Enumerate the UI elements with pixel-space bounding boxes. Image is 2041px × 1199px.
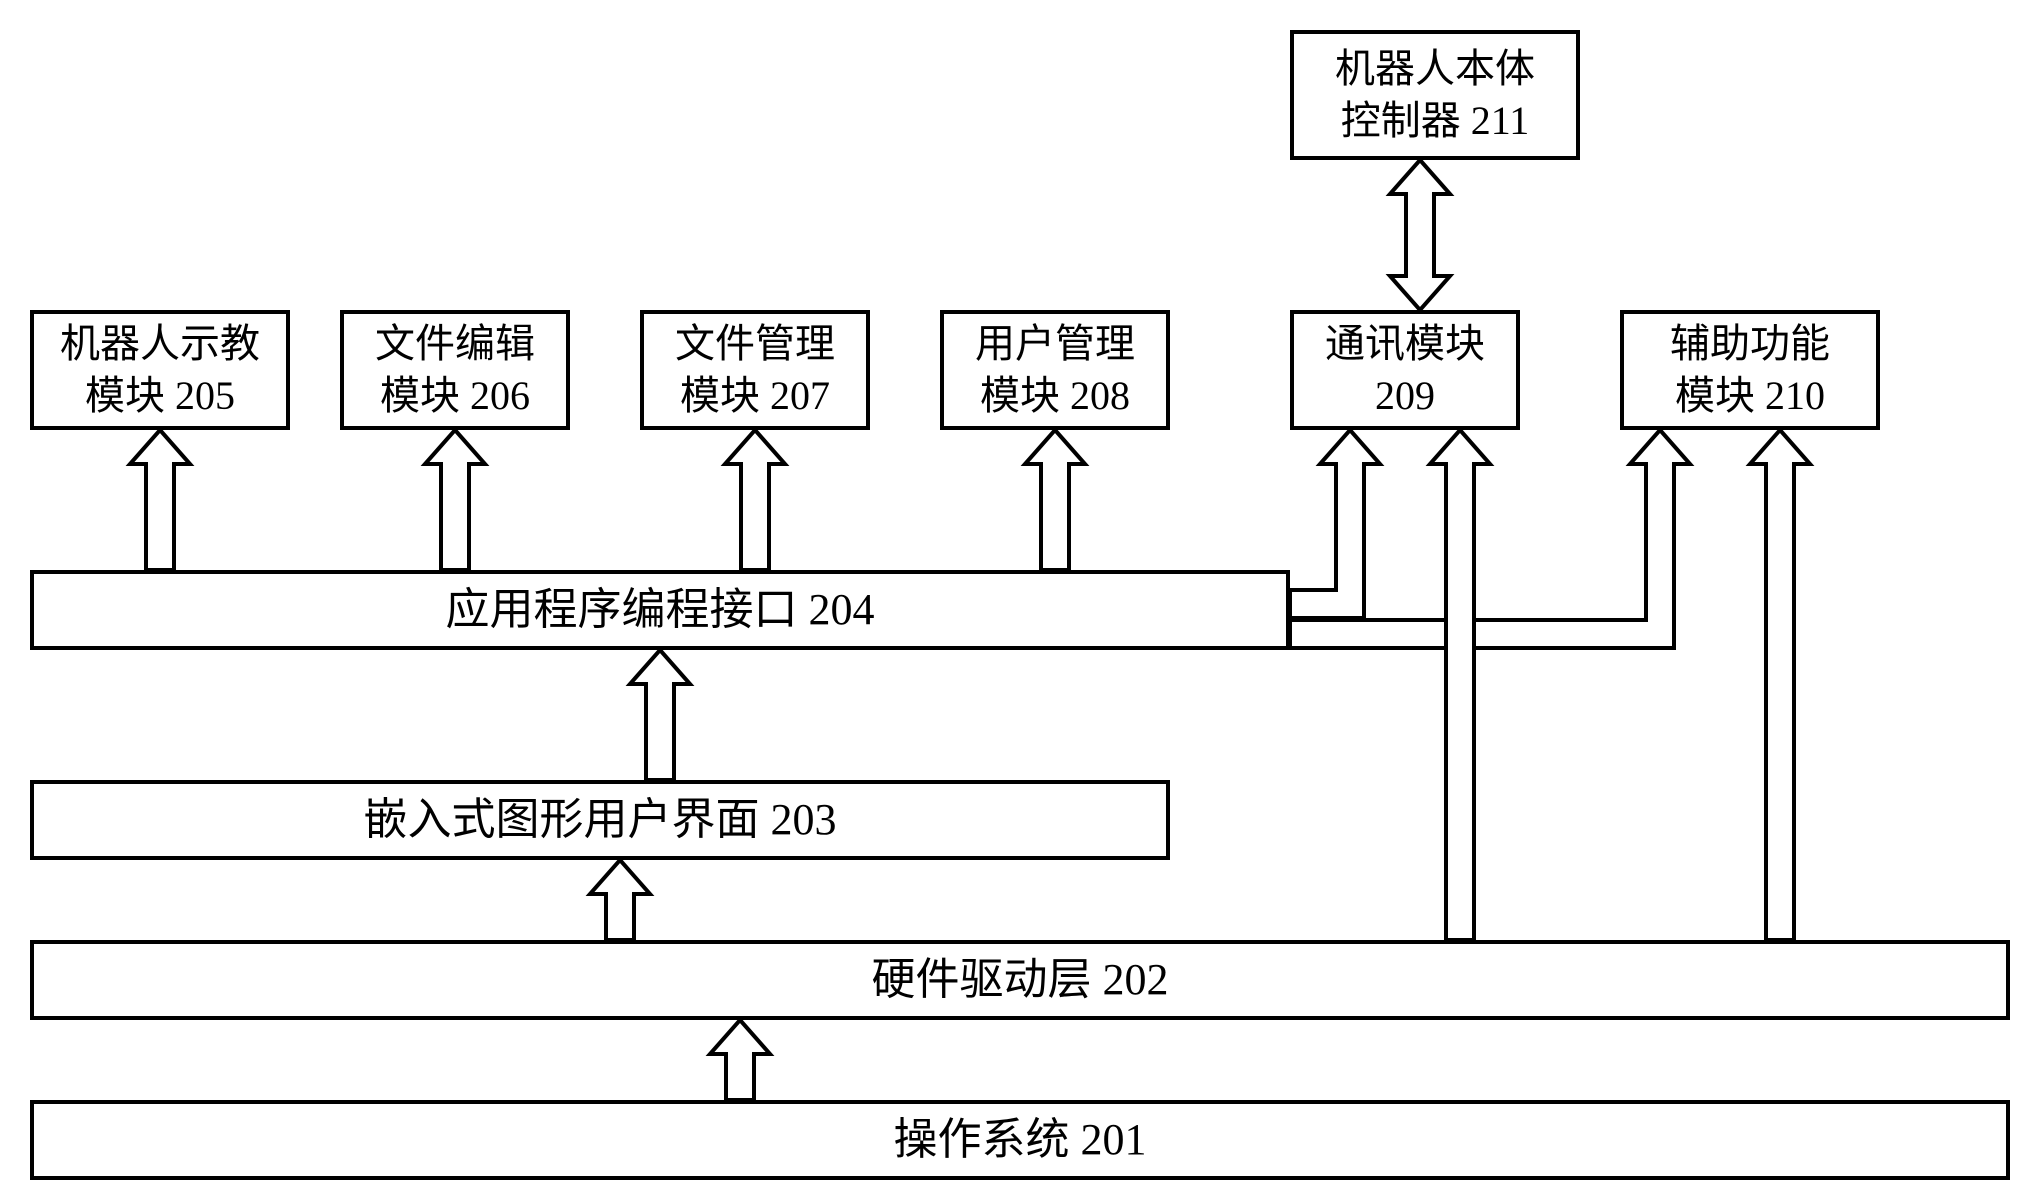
arrow-204-to-206: [415, 430, 495, 570]
arrow-202-to-209: [1420, 430, 1500, 940]
node-label: 通讯模块 209: [1325, 318, 1485, 422]
node-teach-205: 机器人示教 模块 205: [30, 310, 290, 430]
arrow-204-to-205: [120, 430, 200, 570]
arrow-201-to-202: [700, 1020, 780, 1100]
node-hw-driver-202: 硬件驱动层 202: [30, 940, 2010, 1020]
node-comm-209: 通讯模块 209: [1290, 310, 1520, 430]
node-label: 文件编辑 模块 206: [375, 318, 535, 422]
arrow-202-to-210: [1740, 430, 1820, 940]
arrow-204-to-209: [1280, 430, 1400, 650]
node-label: 机器人示教 模块 205: [60, 318, 260, 422]
arrow-209-to-211-bidir: [1380, 160, 1460, 310]
node-gui-203: 嵌入式图形用户界面 203: [30, 780, 1170, 860]
node-api-204: 应用程序编程接口 204: [30, 570, 1290, 650]
arrow-204-to-207: [715, 430, 795, 570]
arrow-202-to-203: [580, 860, 660, 940]
node-label: 操作系统 201: [894, 1111, 1147, 1168]
node-label: 文件管理 模块 207: [675, 318, 835, 422]
arrow-204-to-208: [1015, 430, 1095, 570]
node-robot-ctrl-211: 机器人本体 控制器 211: [1290, 30, 1580, 160]
arrow-204-to-210: [1290, 430, 1710, 650]
node-label: 应用程序编程接口 204: [446, 581, 875, 638]
node-user-mgmt-208: 用户管理 模块 208: [940, 310, 1170, 430]
node-label: 嵌入式图形用户界面 203: [364, 791, 837, 848]
node-label: 辅助功能 模块 210: [1670, 318, 1830, 422]
arrow-203-to-204: [620, 650, 700, 780]
node-label: 用户管理 模块 208: [975, 318, 1135, 422]
node-label: 机器人本体 控制器 211: [1335, 43, 1535, 147]
node-os-201: 操作系统 201: [30, 1100, 2010, 1180]
node-file-edit-206: 文件编辑 模块 206: [340, 310, 570, 430]
node-label: 硬件驱动层 202: [872, 951, 1169, 1008]
node-aux-210: 辅助功能 模块 210: [1620, 310, 1880, 430]
node-file-mgmt-207: 文件管理 模块 207: [640, 310, 870, 430]
